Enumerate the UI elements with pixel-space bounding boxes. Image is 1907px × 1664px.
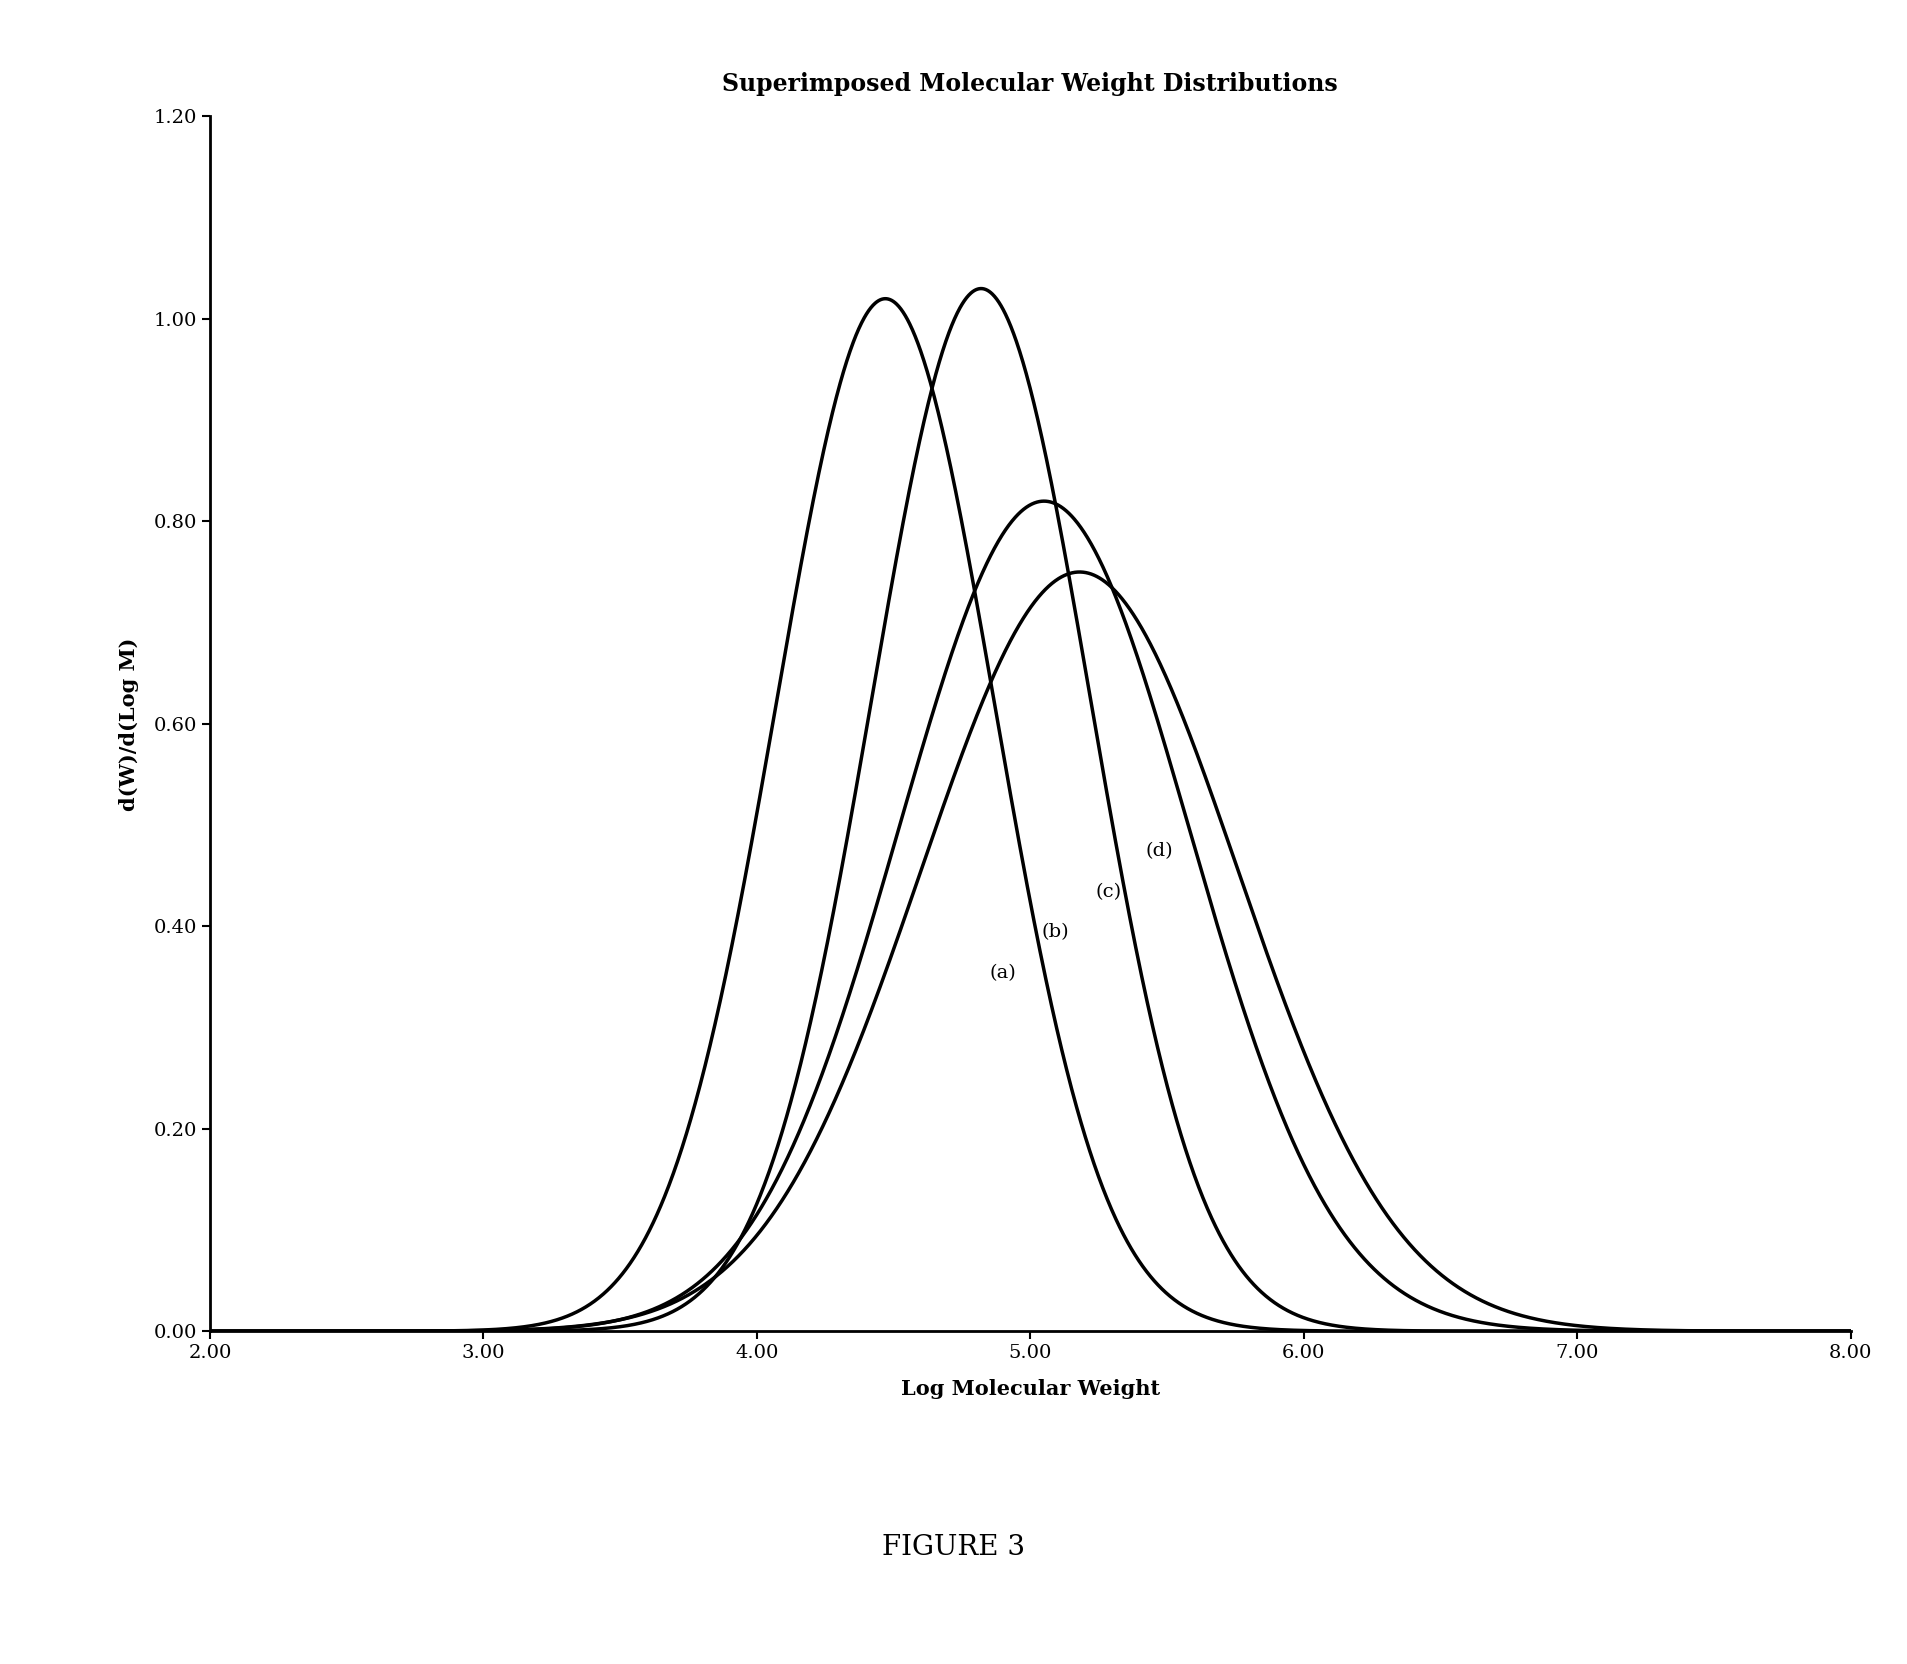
- Text: (c): (c): [1095, 884, 1121, 900]
- Y-axis label: d(W)/d(Log M): d(W)/d(Log M): [120, 637, 139, 810]
- Text: (a): (a): [988, 963, 1016, 982]
- Text: FIGURE 3: FIGURE 3: [883, 1534, 1024, 1561]
- X-axis label: Log Molecular Weight: Log Molecular Weight: [900, 1379, 1159, 1399]
- Text: (b): (b): [1041, 924, 1068, 942]
- Text: (d): (d): [1144, 842, 1173, 860]
- Title: Superimposed Molecular Weight Distributions: Superimposed Molecular Weight Distributi…: [723, 73, 1337, 97]
